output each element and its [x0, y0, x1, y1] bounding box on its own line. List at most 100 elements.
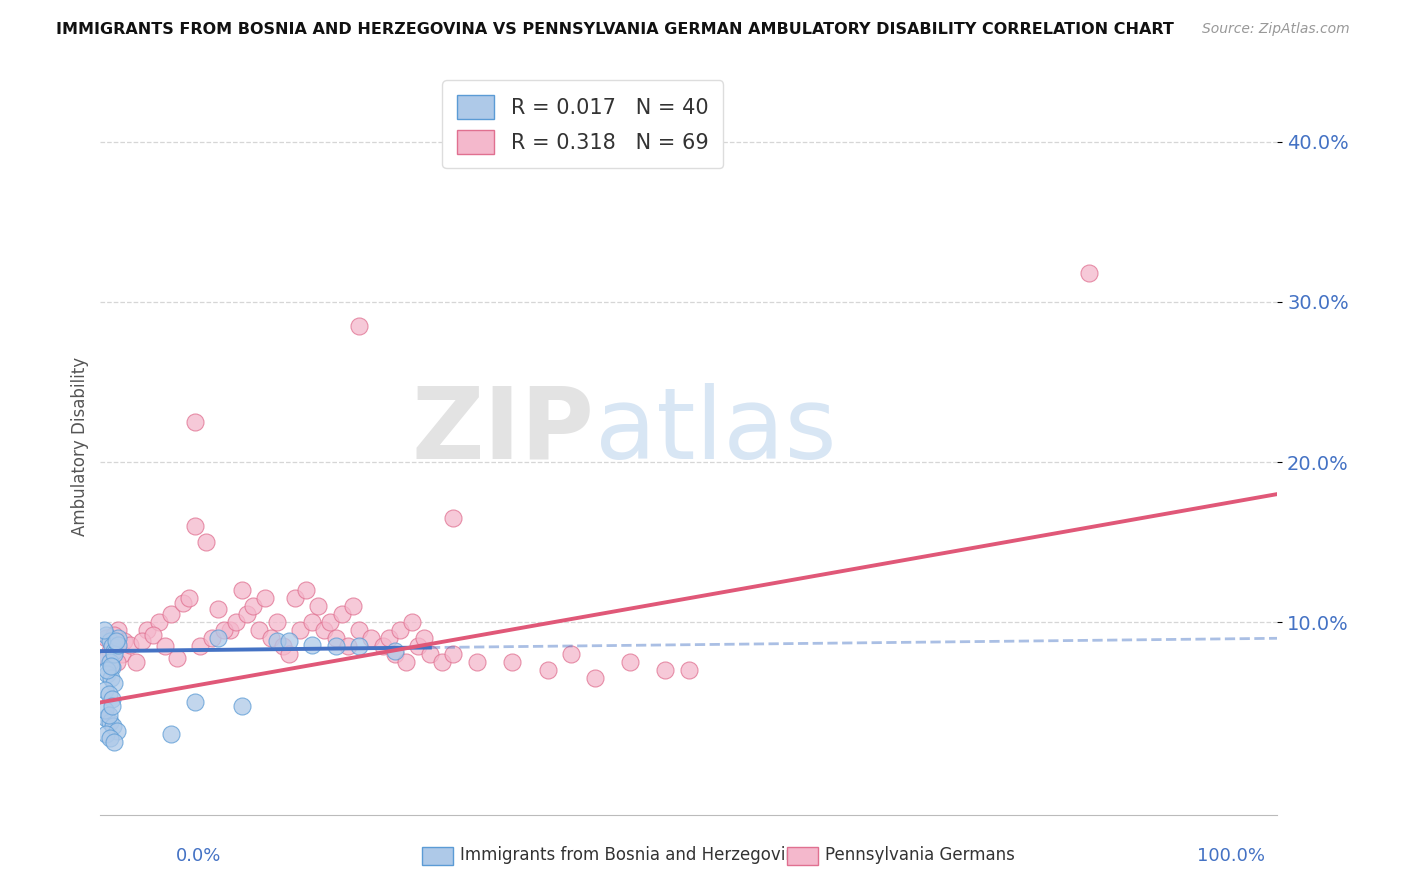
Text: atlas: atlas: [595, 383, 837, 480]
Point: [342, 599, 364, 614]
Point: [107, 632, 129, 646]
Point: [177, 591, 200, 606]
Point: [136, 624, 159, 638]
Point: [103, 628, 125, 642]
Point: [153, 640, 176, 654]
Point: [319, 615, 342, 630]
Point: [107, 638, 129, 652]
Point: [142, 628, 165, 642]
Point: [96, 650, 118, 665]
Point: [443, 648, 465, 662]
Point: [349, 624, 371, 638]
Point: [443, 511, 465, 525]
Point: [419, 648, 441, 662]
Point: [98, 634, 121, 648]
Point: [98, 656, 121, 670]
Point: [101, 698, 124, 713]
Point: [225, 615, 247, 630]
Point: [325, 640, 347, 654]
Point: [96, 664, 118, 678]
Point: [212, 624, 235, 638]
Point: [96, 711, 118, 725]
Point: [104, 634, 127, 648]
Text: Immigrants from Bosnia and Herzegovina: Immigrants from Bosnia and Herzegovina: [460, 846, 806, 863]
Point: [501, 656, 523, 670]
Point: [101, 692, 124, 706]
Y-axis label: Ambulatory Disability: Ambulatory Disability: [72, 357, 89, 535]
Point: [583, 671, 606, 685]
Point: [312, 624, 335, 638]
Point: [266, 634, 288, 648]
Point: [98, 714, 121, 729]
Point: [103, 648, 125, 662]
Point: [395, 656, 418, 670]
Point: [97, 687, 120, 701]
Point: [231, 698, 253, 713]
Point: [218, 624, 240, 638]
Point: [231, 583, 253, 598]
Point: [103, 719, 125, 733]
Point: [94, 682, 117, 697]
Text: ZIP: ZIP: [412, 383, 595, 480]
Point: [290, 624, 312, 638]
Point: [96, 632, 118, 646]
Point: [118, 638, 141, 652]
Point: [360, 632, 382, 646]
Point: [101, 640, 124, 654]
Point: [401, 615, 423, 630]
Text: Pennsylvania Germans: Pennsylvania Germans: [825, 846, 1015, 863]
Point: [536, 664, 558, 678]
Point: [430, 656, 453, 670]
Point: [172, 596, 194, 610]
Point: [307, 599, 329, 614]
Point: [1078, 266, 1101, 280]
Text: 0.0%: 0.0%: [176, 847, 221, 865]
Point: [236, 607, 259, 622]
Point: [283, 591, 305, 606]
Text: IMMIGRANTS FROM BOSNIA AND HERZEGOVINA VS PENNSYLVANIA GERMAN AMBULATORY DISABIL: IMMIGRANTS FROM BOSNIA AND HERZEGOVINA V…: [56, 22, 1174, 37]
Point: [100, 658, 122, 673]
Point: [107, 624, 129, 638]
Point: [560, 648, 582, 662]
Point: [371, 640, 394, 654]
Point: [103, 644, 125, 658]
Point: [98, 731, 121, 745]
Point: [271, 640, 294, 654]
Point: [254, 591, 277, 606]
Point: [94, 703, 117, 717]
Point: [377, 632, 399, 646]
Point: [619, 656, 641, 670]
Point: [98, 644, 121, 658]
Point: [384, 644, 406, 658]
Legend: R = 0.017   N = 40, R = 0.318   N = 69: R = 0.017 N = 40, R = 0.318 N = 69: [443, 80, 724, 169]
Point: [654, 664, 676, 678]
Point: [465, 656, 488, 670]
Point: [131, 634, 153, 648]
Point: [160, 727, 183, 741]
Point: [349, 640, 371, 654]
Point: [124, 656, 146, 670]
Text: Source: ZipAtlas.com: Source: ZipAtlas.com: [1202, 22, 1350, 37]
Point: [183, 695, 205, 709]
Point: [160, 607, 183, 622]
Point: [190, 640, 212, 654]
Point: [384, 648, 406, 662]
Point: [330, 607, 353, 622]
Point: [295, 583, 318, 598]
Point: [201, 632, 224, 646]
Point: [101, 660, 124, 674]
Point: [110, 648, 132, 662]
Point: [166, 650, 188, 665]
Point: [389, 624, 412, 638]
Point: [277, 648, 299, 662]
Point: [105, 724, 128, 739]
Point: [247, 624, 270, 638]
Point: [93, 624, 115, 638]
Point: [413, 632, 436, 646]
Point: [183, 519, 205, 533]
Point: [349, 318, 371, 333]
Point: [301, 638, 323, 652]
Point: [103, 676, 125, 690]
Point: [678, 664, 700, 678]
Point: [96, 727, 118, 741]
